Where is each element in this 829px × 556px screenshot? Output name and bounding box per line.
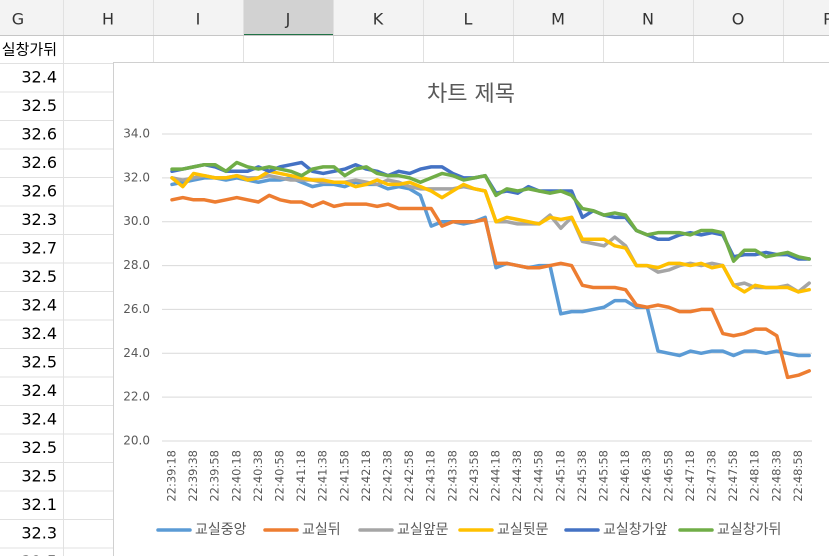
x-tick-label: 22:42:58 (402, 450, 416, 502)
legend-label: 교실뒷문 (497, 522, 549, 538)
cell: 32.5 (21, 552, 57, 556)
series-line (170, 169, 811, 294)
column-header: M (551, 10, 565, 29)
cell: 32.5 (21, 353, 57, 372)
cell: 32.4 (21, 381, 57, 400)
cell: 32.5 (21, 467, 57, 486)
x-tick-label: 22:40:18 (229, 450, 243, 502)
cell: 32.3 (21, 524, 57, 543)
column-header: N (642, 10, 654, 29)
y-tick-label: 20.0 (123, 434, 150, 448)
column-header: O (732, 10, 745, 29)
x-tick-label: 22:42:38 (381, 450, 395, 502)
cell: 32.6 (21, 182, 57, 201)
cell: 실창가뒤 (2, 41, 57, 59)
column-header: K (373, 10, 384, 29)
x-tick-label: 22:45:38 (575, 450, 589, 502)
y-tick-label: 30.0 (123, 214, 150, 228)
y-tick-label: 34.0 (123, 127, 150, 141)
x-tick-label: 22:45:58 (597, 450, 611, 502)
legend-label: 교실뒤 (302, 522, 341, 538)
x-tick-label: 22:44:38 (510, 450, 524, 502)
x-tick-label: 22:48:38 (769, 450, 783, 502)
cell: 32.5 (21, 96, 57, 115)
x-tick-label: 22:43:58 (467, 450, 481, 502)
x-tick-label: 22:44:58 (532, 450, 546, 502)
x-tick-label: 22:40:58 (273, 450, 287, 502)
series-line (170, 193, 811, 380)
x-tick-label: 22:43:18 (424, 450, 438, 502)
cell: 32.6 (21, 153, 57, 172)
x-tick-label: 22:41:18 (294, 450, 308, 502)
cell: 32.3 (21, 210, 57, 229)
x-tick-label: 22:47:18 (683, 450, 697, 502)
y-tick-label: 26.0 (123, 302, 150, 316)
x-tick-label: 22:43:38 (445, 450, 459, 502)
x-tick-label: 22:39:38 (186, 450, 200, 502)
cell: 32.7 (21, 239, 57, 258)
legend-label: 교실앞문 (397, 522, 449, 538)
x-tick-label: 22:45:18 (553, 450, 567, 502)
cell: 32.4 (21, 410, 57, 429)
cell: 32.4 (21, 324, 57, 343)
x-tick-label: 22:44:18 (489, 450, 503, 502)
x-tick-label: 22:42:18 (359, 450, 373, 502)
x-tick-label: 22:46:38 (640, 450, 654, 502)
chart-title: 차트 제목 (427, 82, 515, 107)
cell: 32.4 (21, 68, 57, 87)
cell: 32.6 (21, 125, 57, 144)
column-header: L (464, 10, 473, 29)
selected-column-header[interactable] (243, 0, 333, 36)
x-tick-label: 22:46:58 (661, 450, 675, 502)
y-tick-label: 24.0 (123, 346, 150, 360)
legend-label: 교실창가뒤 (717, 522, 781, 538)
y-tick-label: 22.0 (123, 390, 150, 404)
y-tick-label: 28.0 (123, 258, 150, 272)
series-line (170, 160, 811, 263)
column-header: G (12, 10, 24, 29)
column-header: H (102, 10, 114, 29)
x-tick-label: 22:40:38 (251, 450, 265, 502)
x-tick-label: 22:39:18 (165, 450, 179, 502)
x-tick-label: 22:48:18 (748, 450, 762, 502)
legend-label: 교실창가앞 (603, 522, 668, 538)
column-header: I (196, 10, 201, 29)
column-header: J (285, 10, 291, 29)
column-header: P (823, 10, 829, 29)
chart[interactable]: 차트 제목 20.0 22.0 24.0 26.0 28.0 30.0 32.0 34.0 22… (113, 62, 829, 556)
x-tick-label: 22:39:58 (208, 450, 222, 502)
legend-label: 교실중앙 (195, 522, 247, 538)
cell: 32.4 (21, 296, 57, 315)
cell: 32.5 (21, 267, 57, 286)
x-tick-label: 22:41:38 (316, 450, 330, 502)
cell: 32.1 (21, 495, 57, 514)
x-tick-label: 22:41:58 (337, 450, 351, 502)
x-tick-label: 22:46:18 (618, 450, 632, 502)
x-tick-label: 22:47:38 (705, 450, 719, 502)
cell: 32.5 (21, 438, 57, 457)
y-tick-label: 32.0 (123, 170, 150, 184)
x-tick-label: 22:48:58 (791, 450, 805, 502)
x-tick-label: 22:47:58 (726, 450, 740, 502)
column-header-bar (0, 0, 829, 36)
